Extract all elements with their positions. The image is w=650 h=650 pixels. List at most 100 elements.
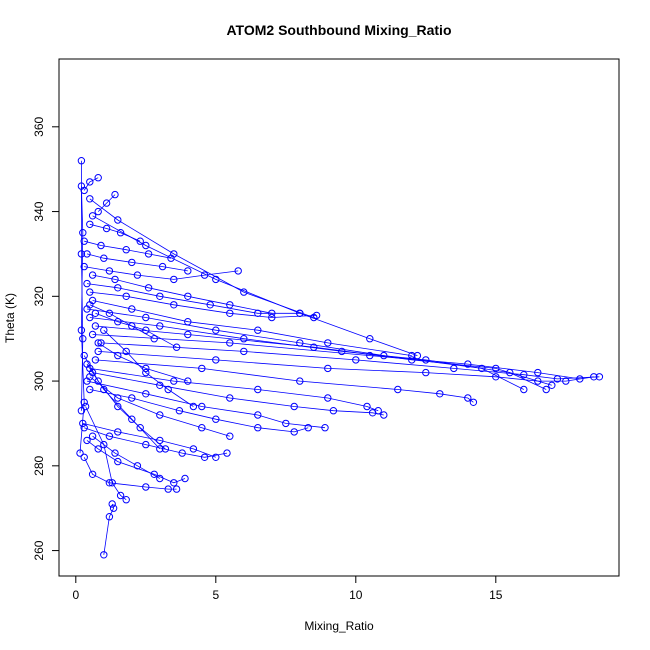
data-point — [133, 271, 142, 279]
data-point — [81, 402, 90, 411]
data-point — [111, 449, 119, 457]
data-point — [88, 330, 97, 339]
data-point — [111, 275, 119, 284]
data-point — [394, 385, 402, 394]
data-point — [122, 496, 130, 504]
data-point — [226, 394, 234, 402]
data-point — [290, 428, 298, 436]
y-tick-label: 320 — [32, 286, 46, 306]
data-point — [105, 432, 114, 440]
data-point — [128, 305, 136, 313]
series-line — [89, 223, 141, 242]
profile-series — [80, 237, 175, 262]
data-point — [254, 424, 262, 432]
data-point — [198, 364, 206, 373]
data-point — [144, 250, 153, 258]
data-point — [200, 453, 209, 461]
data-point — [240, 347, 248, 356]
profile-series — [88, 271, 276, 317]
data-point — [189, 445, 198, 453]
data-point — [175, 407, 184, 415]
series-line — [89, 368, 379, 412]
data-point — [94, 347, 102, 356]
data-point — [142, 241, 150, 250]
data-point — [100, 551, 108, 559]
profile-series — [86, 313, 550, 394]
data-point — [142, 390, 150, 398]
data-point — [184, 330, 192, 339]
data-point — [105, 267, 114, 275]
data-point — [102, 224, 111, 233]
data-point — [226, 309, 234, 317]
series-line — [84, 427, 228, 458]
data-point — [77, 250, 86, 258]
data-point — [223, 449, 231, 457]
data-point — [100, 254, 108, 262]
data-point — [128, 415, 136, 423]
series-line — [89, 198, 314, 318]
y-axis: 260 280 300 320 340 360 — [32, 116, 60, 561]
data-point — [170, 301, 178, 309]
data-point — [226, 339, 234, 347]
data-point — [206, 301, 214, 309]
data-point — [374, 407, 382, 415]
data-point — [290, 402, 298, 411]
data-point — [268, 309, 276, 317]
data-point — [198, 402, 206, 411]
profile-series — [86, 385, 312, 436]
data-point — [94, 207, 102, 216]
data-point — [122, 246, 130, 254]
data-point — [158, 262, 167, 271]
data-point — [80, 186, 88, 195]
series-line — [92, 300, 412, 356]
data-point — [105, 309, 114, 317]
data-point — [254, 385, 262, 394]
profile-series — [94, 190, 119, 216]
data-point — [114, 402, 122, 411]
data-point — [88, 271, 97, 279]
data-point — [450, 364, 458, 373]
data-point — [86, 313, 94, 322]
data-point — [102, 199, 111, 207]
data-point — [198, 424, 206, 432]
data-point — [422, 356, 430, 364]
data-point — [366, 335, 374, 343]
data-point — [88, 432, 97, 440]
data-point — [170, 250, 178, 258]
profile-series — [88, 330, 584, 383]
series-line — [83, 355, 166, 450]
data-point — [296, 377, 304, 385]
data-point — [296, 309, 304, 317]
series-line — [79, 186, 85, 454]
data-point — [366, 351, 374, 360]
data-point — [94, 377, 102, 385]
series-line — [84, 240, 172, 259]
data-point — [562, 377, 570, 385]
data-point — [150, 470, 158, 478]
series-line — [95, 312, 177, 348]
data-point — [234, 267, 242, 275]
data-point — [156, 411, 164, 419]
data-point — [133, 462, 142, 470]
data-point — [464, 360, 472, 368]
series-line — [103, 503, 115, 555]
data-point — [413, 351, 422, 360]
data-point — [363, 402, 371, 411]
profile-series — [83, 377, 329, 432]
data-point — [91, 309, 100, 317]
data-point — [329, 407, 338, 415]
x-axis-label: Mixing_Ratio — [304, 619, 374, 633]
series-line — [82, 423, 216, 458]
data-point — [164, 385, 172, 394]
data-point — [144, 284, 153, 292]
data-point — [189, 402, 198, 411]
data-point — [170, 479, 178, 487]
series-line — [86, 440, 186, 484]
data-point — [172, 485, 181, 493]
data-point — [114, 457, 122, 466]
series-line — [92, 372, 384, 416]
data-point — [79, 419, 87, 428]
data-point — [114, 351, 122, 360]
data-point — [380, 411, 388, 419]
